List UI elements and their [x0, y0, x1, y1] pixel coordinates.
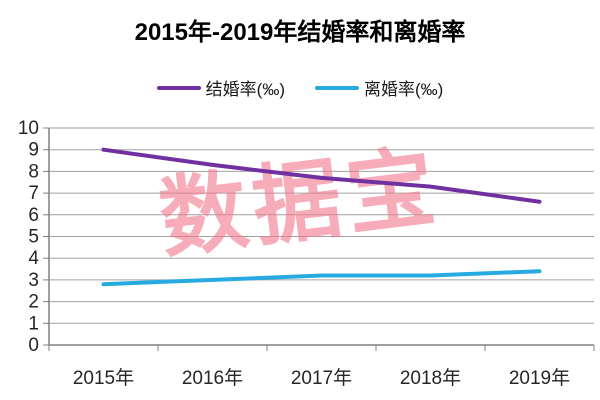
divorce-rate-line-swatch — [315, 85, 359, 90]
y-axis-tick-label: 9 — [28, 140, 39, 161]
data-series — [101, 147, 542, 287]
y-axis-tick-label: 4 — [28, 248, 39, 269]
x-axis-tick-label: 2017年 — [291, 367, 352, 389]
legend-label-marriage-rate: 结婚率(‰) — [205, 80, 285, 99]
chart-title: 2015年-2019年结婚率和离婚率 — [134, 19, 466, 46]
x-axis-tick-label: 2019年 — [509, 367, 570, 389]
y-axis-tick-label: 7 — [28, 183, 39, 204]
y-axis-tick-label: 5 — [28, 227, 39, 248]
gridlines — [43, 127, 595, 351]
x-axis-tick-label: 2015年 — [73, 367, 134, 389]
y-axis-tick-label: 0 — [28, 335, 39, 356]
legend-item-marriage-rate: 结婚率(‰) — [156, 75, 285, 100]
y-axis-tick-label: 8 — [28, 161, 39, 182]
y-axis-tick-label: 10 — [18, 118, 39, 139]
legend-item-divorce-rate: 离婚率(‰) — [315, 75, 443, 100]
x-axis-tick-label: 2018年 — [400, 367, 461, 389]
watermark-text: 数据宝 — [154, 136, 446, 269]
marriage-rate-line-swatch — [156, 85, 201, 90]
y-axis-tick-label: 1 — [28, 313, 39, 334]
legend-label-divorce-rate: 离婚率(‰) — [364, 80, 444, 99]
y-axis-tick-label: 2 — [28, 292, 39, 313]
legend: 结婚率(‰) 离婚率(‰) — [0, 75, 600, 100]
x-axis-tick-label: 2016年 — [182, 367, 243, 389]
y-axis-tick-label: 3 — [28, 270, 39, 291]
y-axis-tick-label: 6 — [28, 205, 39, 226]
divorce-rate-line — [101, 269, 542, 287]
marriage-rate-line — [101, 147, 542, 204]
